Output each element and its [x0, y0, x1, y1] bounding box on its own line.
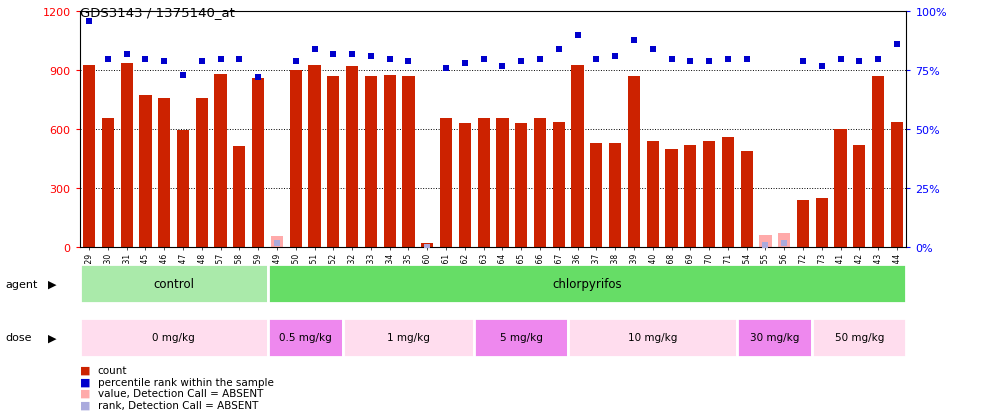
Bar: [102, 118, 114, 248]
Bar: [553, 122, 565, 248]
Text: ▶: ▶: [48, 332, 56, 343]
Text: 10 mg/kg: 10 mg/kg: [628, 332, 677, 343]
Bar: [572, 65, 584, 248]
Bar: [195, 99, 208, 248]
Bar: [872, 77, 884, 248]
Text: 0.5 mg/kg: 0.5 mg/kg: [279, 332, 332, 343]
Bar: [83, 65, 96, 248]
Text: 30 mg/kg: 30 mg/kg: [750, 332, 800, 343]
Bar: [80, 318, 268, 357]
Bar: [741, 152, 753, 248]
Bar: [813, 318, 906, 357]
Bar: [121, 63, 132, 248]
Text: chlorpyrifos: chlorpyrifos: [552, 278, 622, 290]
Bar: [365, 77, 377, 248]
Bar: [268, 264, 906, 304]
Text: 5 mg/kg: 5 mg/kg: [500, 332, 543, 343]
Bar: [290, 71, 302, 248]
Text: ■: ■: [80, 388, 91, 398]
Bar: [737, 318, 813, 357]
Bar: [797, 201, 809, 248]
Bar: [459, 123, 471, 248]
Bar: [343, 318, 474, 357]
Bar: [309, 65, 321, 248]
Text: control: control: [153, 278, 194, 290]
Bar: [271, 236, 283, 248]
Bar: [80, 264, 268, 304]
Text: ■: ■: [80, 400, 91, 410]
Text: 50 mg/kg: 50 mg/kg: [835, 332, 884, 343]
Bar: [421, 244, 433, 248]
Text: value, Detection Call = ABSENT: value, Detection Call = ABSENT: [98, 388, 263, 398]
Bar: [346, 67, 359, 248]
Bar: [328, 77, 340, 248]
Text: ■: ■: [80, 365, 91, 375]
Text: count: count: [98, 365, 127, 375]
Bar: [759, 235, 772, 248]
Bar: [440, 118, 452, 248]
Bar: [177, 131, 189, 248]
Bar: [778, 233, 791, 248]
Bar: [890, 122, 903, 248]
Bar: [534, 118, 546, 248]
Bar: [835, 130, 847, 248]
Text: rank, Detection Call = ABSENT: rank, Detection Call = ABSENT: [98, 400, 258, 410]
Bar: [402, 77, 414, 248]
Bar: [252, 79, 264, 248]
Bar: [474, 318, 568, 357]
Bar: [383, 76, 395, 248]
Text: percentile rank within the sample: percentile rank within the sample: [98, 377, 274, 387]
Bar: [139, 96, 151, 248]
Bar: [703, 142, 715, 248]
Bar: [722, 138, 734, 248]
Text: ■: ■: [80, 377, 91, 387]
Text: agent: agent: [5, 279, 38, 289]
Bar: [158, 99, 170, 248]
Bar: [496, 118, 509, 248]
Bar: [816, 199, 828, 248]
Bar: [854, 146, 866, 248]
Bar: [268, 318, 343, 357]
Bar: [684, 146, 696, 248]
Bar: [609, 144, 622, 248]
Text: GDS3143 / 1375140_at: GDS3143 / 1375140_at: [80, 6, 234, 19]
Bar: [591, 144, 603, 248]
Bar: [568, 318, 737, 357]
Bar: [515, 123, 527, 248]
Bar: [477, 118, 490, 248]
Text: dose: dose: [5, 332, 32, 343]
Text: 0 mg/kg: 0 mg/kg: [152, 332, 195, 343]
Bar: [627, 77, 640, 248]
Bar: [214, 75, 227, 248]
Bar: [233, 147, 245, 248]
Text: 1 mg/kg: 1 mg/kg: [387, 332, 430, 343]
Text: ▶: ▶: [48, 279, 56, 289]
Bar: [646, 142, 658, 248]
Bar: [665, 150, 677, 248]
